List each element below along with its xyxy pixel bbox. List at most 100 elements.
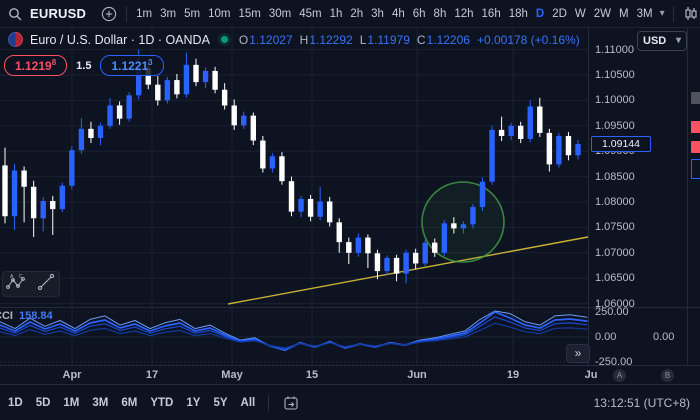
timeframe-button-2h[interactable]: 2h	[350, 7, 364, 20]
abc-pattern-tool-icon[interactable]: A C	[6, 272, 30, 297]
candle-body	[451, 223, 457, 229]
ask-price-badge[interactable]: 1.12213	[100, 55, 164, 76]
range-button-5D[interactable]: 5D	[35, 396, 51, 409]
timeframe-button-8h[interactable]: 8h	[433, 7, 447, 20]
timeframe-button-4h[interactable]: 4h	[391, 7, 405, 20]
price-tick-label: 1.07500	[595, 221, 635, 234]
timeframe-button-3h[interactable]: 3h	[371, 7, 384, 20]
price-tick-label: 1.09500	[595, 119, 635, 132]
clock-timezone[interactable]: 13:12:51 (UTC+8)	[593, 395, 690, 410]
time-tick-label: Ju	[584, 369, 598, 381]
timeframe-button-16h[interactable]: 16h	[481, 7, 501, 20]
candle-body	[59, 185, 65, 210]
indicator-legend[interactable]: CCI 158.84	[0, 310, 53, 322]
candle-body	[250, 115, 256, 141]
time-axis-badge-B[interactable]: B	[661, 369, 674, 382]
candle-body	[164, 80, 171, 101]
candle-body	[470, 207, 476, 225]
pane-collapse-button[interactable]: »	[566, 344, 590, 363]
currency-select[interactable]: USD ▾	[637, 31, 687, 51]
range-button-YTD[interactable]: YTD	[150, 396, 174, 409]
range-button-3M[interactable]: 3M	[92, 396, 109, 409]
drawing-favorites-toolbar: A C	[2, 271, 60, 297]
add-symbol-icon[interactable]	[100, 5, 118, 23]
timeframe-button-15m[interactable]: 15m	[238, 7, 261, 20]
range-button-1D[interactable]: 1D	[8, 396, 23, 409]
timeframe-button-3m[interactable]: 3m	[160, 7, 177, 20]
edge-price-box	[691, 92, 700, 104]
timeframe-button-2D[interactable]: 2D	[552, 7, 567, 20]
candle-body	[384, 257, 390, 272]
chevron-down-icon[interactable]: ▾	[659, 7, 665, 19]
timeframe-button-W[interactable]: W	[574, 7, 586, 20]
toolbar-separator	[268, 394, 270, 411]
time-tick-label: 17	[145, 369, 159, 381]
trend-line-tool-icon[interactable]	[36, 272, 56, 297]
open-label: O	[238, 32, 249, 47]
range-button-6M[interactable]: 6M	[121, 396, 138, 409]
search-icon[interactable]	[6, 5, 24, 23]
price-tick-label: 1.10500	[595, 69, 635, 81]
candle-body	[317, 201, 323, 217]
candle-body	[546, 132, 553, 165]
price-axis[interactable]: 1.110001.105001.100001.095001.090001.085…	[588, 28, 687, 368]
range-button-1M[interactable]: 1M	[63, 396, 80, 409]
candle-body	[174, 80, 180, 95]
time-axis[interactable]: Apr 17 May 15 Jun 19 Ju A B	[0, 365, 700, 384]
time-axis-badge-A[interactable]: A	[613, 369, 626, 382]
high-value: 1.12292	[309, 32, 353, 47]
svg-text:A: A	[10, 274, 14, 280]
timeframe-button-M[interactable]: M	[619, 7, 629, 20]
candle-body	[193, 64, 199, 83]
price-tick-label: 1.06500	[595, 272, 635, 285]
open-value: 1.12027	[249, 32, 293, 47]
candle-body	[393, 257, 400, 274]
price-tick-label: 1.06000	[595, 297, 635, 310]
symbol-name[interactable]: EURUSD	[30, 6, 87, 21]
candle-body	[231, 105, 237, 126]
candle-body	[518, 125, 524, 140]
timeframe-button-3M[interactable]: 3M	[636, 7, 653, 20]
timeframe-button-12h[interactable]: 12h	[454, 7, 474, 20]
chart-type-candles-icon[interactable]	[682, 5, 700, 23]
timeframe-button-6h[interactable]: 6h	[412, 7, 426, 20]
candle-body	[508, 125, 514, 136]
spread-value: 1.5	[76, 59, 92, 72]
go-to-date-calendar-icon[interactable]	[282, 394, 300, 412]
candle-body	[403, 252, 409, 274]
timeframe-button-30m[interactable]: 30m	[268, 7, 292, 20]
timeframe-button-10m[interactable]: 10m	[208, 7, 231, 20]
top-toolbar: EURUSD 1m 3m 5m 10m 15m 30m 45m 1h 2h 3h 4h 6h 8h 12h…	[0, 0, 700, 28]
symbol-title[interactable]: Euro / U.S. Dollar · 1D · OANDA	[30, 32, 210, 47]
symbol-header: Euro / U.S. Dollar · 1D · OANDA O1.12027…	[8, 32, 580, 47]
candle-body	[145, 67, 151, 85]
timeframe-button-18h[interactable]: 18h	[508, 7, 528, 20]
candle-body	[202, 70, 209, 83]
high-label: H	[299, 32, 309, 47]
currency-value: USD	[643, 35, 667, 47]
bid-price-badge[interactable]: 1.12198	[4, 55, 68, 76]
candle-body	[288, 181, 295, 212]
candle-body	[327, 201, 333, 223]
eurusd-flag-icon	[8, 32, 23, 47]
range-button-All[interactable]: All	[240, 396, 256, 409]
time-tick-label: Jun	[407, 369, 427, 381]
range-button-5Y[interactable]: 5Y	[213, 396, 228, 409]
timeframe-button-45m[interactable]: 45m	[299, 7, 322, 20]
timeframe-button-D[interactable]: D	[535, 7, 545, 20]
candle-body	[212, 70, 218, 90]
range-list: 1D 5D 1M 3M 6M YTD 1Y 5Y All	[8, 397, 255, 409]
candle-body	[136, 67, 142, 96]
range-button-1Y[interactable]: 1Y	[186, 396, 201, 409]
last-price-label: 1.09144	[591, 135, 651, 152]
candle-body	[422, 242, 428, 264]
candle-body	[479, 181, 486, 208]
candle-body	[69, 150, 75, 186]
timeframe-button-5m[interactable]: 5m	[184, 7, 201, 20]
timeframe-button-1m[interactable]: 1m	[136, 7, 153, 20]
timeframe-button-1h[interactable]: 1h	[329, 7, 343, 20]
candle-body	[498, 129, 505, 136]
timeframe-button-2W[interactable]: 2W	[593, 7, 612, 20]
